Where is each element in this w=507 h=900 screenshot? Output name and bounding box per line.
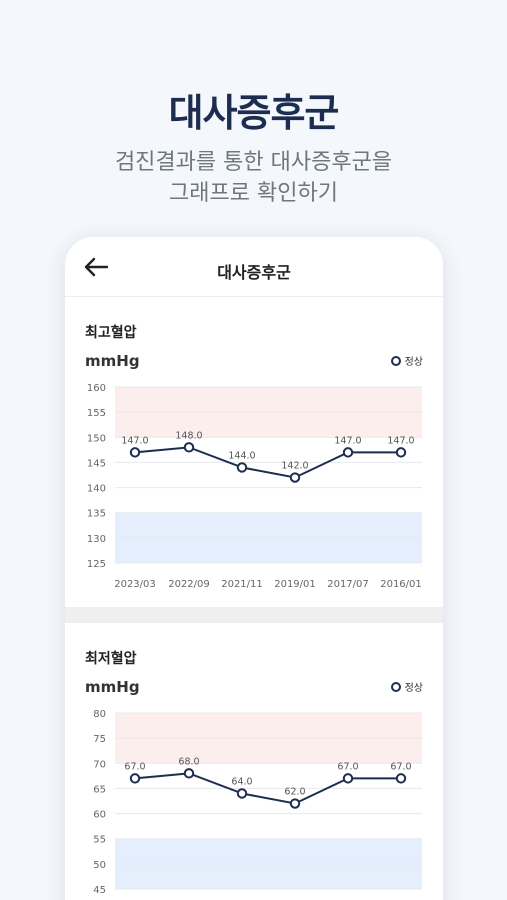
diastolic-data-point xyxy=(183,768,195,779)
systolic-data-point xyxy=(289,472,301,483)
diastolic-legend: 정상 xyxy=(390,679,423,694)
systolic-data-label: 144.0 xyxy=(228,450,255,461)
hero-title: 대사증후군 xyxy=(168,91,340,135)
legend-dot-icon xyxy=(390,681,401,692)
app-bar-title: 대사증후군 xyxy=(217,263,291,282)
diastolic-data-label: 67.0 xyxy=(337,761,358,772)
systolic-unit: mmHg xyxy=(85,352,140,370)
hero-subtitle-line1: 검진결과를 통한 대사증후군을 xyxy=(114,150,393,175)
phone-screen: 대사증후군 최고혈압 mmHg 정상 160 155 150 145 140 135 130… xyxy=(65,237,443,900)
systolic-y-tick: 150 xyxy=(87,433,106,444)
systolic-x-tick: 2021/11 xyxy=(221,579,263,590)
legend-label: 정상 xyxy=(404,683,423,694)
diastolic-y-tick: 60 xyxy=(93,810,106,821)
systolic-x-tick: 2016/01 xyxy=(380,579,422,590)
legend-label: 정상 xyxy=(404,357,423,368)
systolic-title: 최고혈압 xyxy=(85,325,137,341)
diastolic-series-line xyxy=(134,772,401,805)
diastolic-data-point xyxy=(129,773,141,784)
diastolic-section: 최저혈압 mmHg 정상 80757065605550452023/032022… xyxy=(65,623,443,900)
diastolic-y-tick: 50 xyxy=(93,860,106,871)
systolic-data-point xyxy=(236,462,248,473)
systolic-data-point xyxy=(395,447,407,458)
diastolic-data-point xyxy=(289,798,301,809)
diastolic-title: 최저혈압 xyxy=(85,651,137,667)
diastolic-data-point xyxy=(236,788,248,799)
app-bar: 대사증후군 xyxy=(65,237,443,297)
diastolic-chart: 80757065605550452023/032022/092021/11201… xyxy=(93,709,422,896)
systolic-section: 최고혈압 mmHg 정상 160 155 150 145 140 135 130 125 202… xyxy=(65,297,443,607)
diastolic-y-tick: 70 xyxy=(93,759,106,770)
hero-subtitle: 검진결과를 통한 대사증후군을 그래프로 확인하기 xyxy=(0,147,507,209)
systolic-y-tick: 135 xyxy=(87,509,106,520)
systolic-legend: 정상 xyxy=(390,353,423,368)
diastolic-data-label: 68.0 xyxy=(178,756,199,767)
systolic-x-tick: 2023/03 xyxy=(114,579,156,590)
systolic-data-label: 147.0 xyxy=(334,435,361,446)
diastolic-y-tick: 45 xyxy=(93,885,106,896)
diastolic-data-label: 67.0 xyxy=(124,761,145,772)
diastolic-data-point xyxy=(395,773,407,784)
arrow-left-icon[interactable] xyxy=(83,257,109,277)
systolic-y-tick: 140 xyxy=(87,484,106,495)
systolic-y-tick: 160 xyxy=(87,383,106,394)
systolic-y-tick: 125 xyxy=(87,559,106,570)
hero-subtitle-line2: 그래프로 확인하기 xyxy=(169,181,338,206)
section-divider xyxy=(65,607,443,623)
diastolic-data-point xyxy=(342,773,354,784)
diastolic-y-tick: 55 xyxy=(93,835,106,846)
diastolic-data-label: 62.0 xyxy=(284,787,305,798)
diastolic-y-tick: 80 xyxy=(93,709,106,720)
systolic-data-point xyxy=(183,442,195,453)
diastolic-y-tick: 65 xyxy=(93,784,106,795)
diastolic-data-label: 67.0 xyxy=(390,761,411,772)
legend-dot-icon xyxy=(390,355,401,366)
systolic-y-tick: 130 xyxy=(87,534,106,545)
diastolic-unit: mmHg xyxy=(85,678,140,696)
diastolic-y-tick: 75 xyxy=(93,734,106,745)
systolic-y-tick: 145 xyxy=(87,458,106,469)
systolic-data-label: 147.0 xyxy=(387,435,414,446)
systolic-series-line xyxy=(134,446,401,479)
systolic-data-label: 148.0 xyxy=(175,430,202,441)
systolic-x-tick: 2022/09 xyxy=(168,579,210,590)
systolic-data-label: 147.0 xyxy=(121,435,148,446)
systolic-data-point xyxy=(342,447,354,458)
systolic-x-tick: 2019/01 xyxy=(274,579,316,590)
systolic-y-tick: 155 xyxy=(87,408,106,419)
systolic-x-tick: 2017/07 xyxy=(327,579,369,590)
diastolic-data-label: 64.0 xyxy=(231,776,252,787)
systolic-chart: 160 155 150 145 140 135 130 125 2023/03 2022/09 20… xyxy=(87,383,422,590)
systolic-data-point xyxy=(129,447,141,458)
systolic-data-label: 142.0 xyxy=(281,461,308,472)
